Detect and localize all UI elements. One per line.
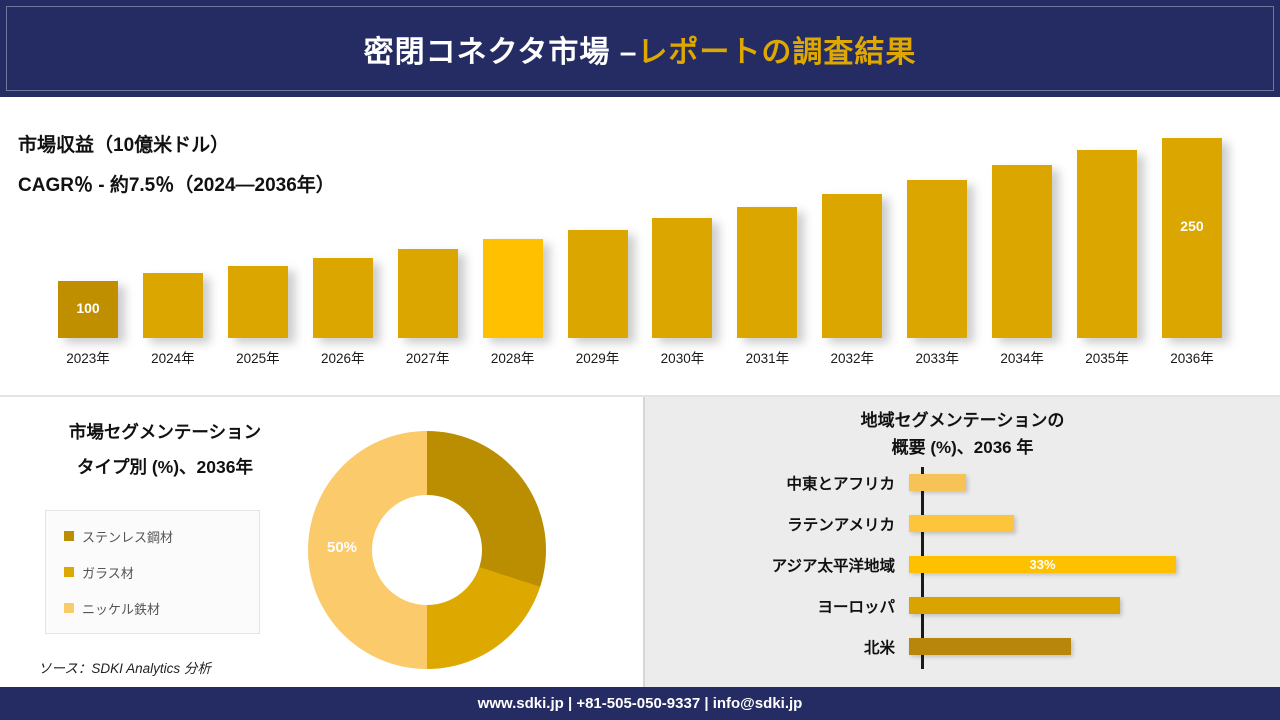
region-bar <box>909 597 1120 614</box>
region-row: ラテンアメリカ <box>645 515 1280 534</box>
revenue-bar <box>312 258 373 338</box>
revenue-bar-group: 2025年 <box>227 266 288 367</box>
cagr-label: CAGR％ - 約7.5％（2024―2036年） <box>18 175 335 196</box>
donut-center-label: 50% <box>327 539 358 556</box>
type-segmentation-title: 市場セグメンテーション タイプ別 (%)、2036年 <box>28 415 302 485</box>
revenue-bar <box>1077 150 1138 338</box>
revenue-bar <box>822 194 883 338</box>
region-row: 中東とアフリカ <box>645 474 1280 493</box>
bar-value-label: 100 <box>76 300 100 316</box>
revenue-bars: 100 2023年 2024年 2025年 2026年 2027年 2028年 2029年 20… <box>58 138 1222 367</box>
type-segmentation-title-line2: タイプ別 (%)、2036年 <box>76 457 253 477</box>
region-bar <box>909 474 966 491</box>
legend-label: ニッケル鉄材 <box>82 601 161 617</box>
footer-banner: www.sdki.jp | +81-505-050-9337 | info@sd… <box>0 687 1280 720</box>
type-donut-chart <box>308 431 546 669</box>
region-label: アジア太平洋地域 <box>771 557 895 575</box>
revenue-bar <box>482 239 543 338</box>
legend-label: ステンレス鋼材 <box>82 529 174 545</box>
revenue-bar <box>652 218 713 338</box>
x-axis-label: 2035年 <box>1085 351 1129 366</box>
revenue-bar-group: 2029年 <box>567 230 628 367</box>
legend-item: ガラス材 <box>64 563 259 582</box>
x-axis-label: 2026年 <box>320 351 365 366</box>
region-label: ヨーロッパ <box>817 598 895 616</box>
legend-swatch <box>64 531 74 541</box>
revenue-bar-group: 2035年 <box>1077 150 1138 367</box>
legend-swatch <box>64 567 74 577</box>
page-title-main: 密閉コネクタ市場 – <box>363 35 638 69</box>
x-axis-label: 2027年 <box>405 351 450 366</box>
region-segmentation-panel: 地域セグメンテーションの 概要 (%)、2036 年 中東とアフリカ ラテンアメリ… <box>643 397 1280 687</box>
legend-item: ステンレス鋼材 <box>64 527 259 546</box>
bar-value-label: 250 <box>1180 218 1204 234</box>
section-divider <box>0 395 1280 397</box>
region-segmentation-title: 地域セグメンテーションの 概要 (%)、2036 年 <box>645 407 1280 461</box>
x-axis-label: 2024年 <box>151 351 195 366</box>
revenue-bar-group: 2024年 <box>142 273 203 367</box>
x-axis-label: 2031年 <box>745 351 790 366</box>
revenue-bar-group: 250 2036年 <box>1161 138 1222 367</box>
revenue-bar-group: 2030年 <box>652 218 713 367</box>
legend-label: ガラス材 <box>82 565 134 581</box>
legend-swatch <box>64 603 74 613</box>
legend-item: ニッケル鉄材 <box>64 599 259 618</box>
revenue-bar <box>992 165 1053 338</box>
x-axis-label: 2023年 <box>66 351 110 366</box>
revenue-bar-group: 2026年 <box>312 258 373 367</box>
region-bar <box>909 515 1014 532</box>
region-label: 中東とアフリカ <box>786 475 895 493</box>
revenue-bar-group: 2032年 <box>822 194 883 367</box>
x-axis-label: 2028年 <box>490 351 535 366</box>
x-axis-label: 2036年 <box>1170 351 1214 366</box>
revenue-chart-section: 市場収益（10億米ドル） CAGR％ - 約7.5％（2024―2036年） 1… <box>0 97 1280 395</box>
region-label: ラテンアメリカ <box>787 516 895 534</box>
page-title-accent: レポートの調査結果 <box>637 35 917 69</box>
type-segmentation-panel: 市場セグメンテーション タイプ別 (%)、2036年 ステンレス鋼材 ガラス材ニッ… <box>0 397 641 687</box>
region-row: アジア太平洋地域 33% <box>645 556 1280 575</box>
revenue-bar-group: 2034年 <box>992 165 1053 367</box>
type-legend: ステンレス鋼材 ガラス材ニッケル鉄材 <box>45 510 260 634</box>
page-title: 密閉コネクタ市場 –レポートの調査結果 <box>364 27 917 71</box>
revenue-bar: 250 <box>1161 138 1222 338</box>
x-axis-label: 2034年 <box>1000 351 1044 366</box>
x-axis-label: 2030年 <box>660 351 705 366</box>
revenue-bar <box>142 273 203 338</box>
region-row: ヨーロッパ <box>645 597 1280 616</box>
revenue-bar-group: 2031年 <box>737 207 798 367</box>
revenue-bar <box>737 207 798 338</box>
revenue-bar <box>397 249 458 338</box>
revenue-bar-group: 2033年 <box>907 180 968 367</box>
region-title-line1: 地域セグメンテーションの <box>860 411 1065 430</box>
x-axis-label: 2029年 <box>575 351 620 366</box>
x-axis-label: 2025年 <box>236 351 280 366</box>
bar-value-label: 33% <box>1029 557 1056 572</box>
type-segmentation-title-line1: 市場セグメンテーション <box>68 422 262 442</box>
x-axis-label: 2033年 <box>915 351 959 366</box>
region-label: 北米 <box>863 639 895 657</box>
revenue-bar: 100 <box>58 281 118 338</box>
revenue-bar-group: 2027年 <box>397 249 458 367</box>
region-bar <box>909 638 1071 655</box>
x-axis-label: 2032年 <box>830 351 875 366</box>
region-bars: 中東とアフリカ ラテンアメリカアジア太平洋地域 33% ヨーロッパ北米 <box>645 474 1280 657</box>
footer-contact: www.sdki.jp | +81-505-050-9337 | info@sd… <box>477 695 803 712</box>
revenue-bar-group: 100 2023年 <box>58 281 118 367</box>
region-bar: 33% <box>909 556 1176 573</box>
source-attribution: ソース：SDKI Analytics 分析 <box>38 661 211 676</box>
revenue-bar-group: 2028年 <box>482 239 543 367</box>
revenue-metric-label: 市場収益（10億米ドル） <box>18 135 230 156</box>
region-title-line2: 概要 (%)、2036 年 <box>891 438 1034 458</box>
revenue-bar <box>227 266 288 338</box>
header-banner: 密閉コネクタ市場 –レポートの調査結果 <box>0 0 1280 97</box>
revenue-bar <box>567 230 628 338</box>
revenue-bar <box>907 180 968 338</box>
region-row: 北米 <box>645 638 1280 657</box>
